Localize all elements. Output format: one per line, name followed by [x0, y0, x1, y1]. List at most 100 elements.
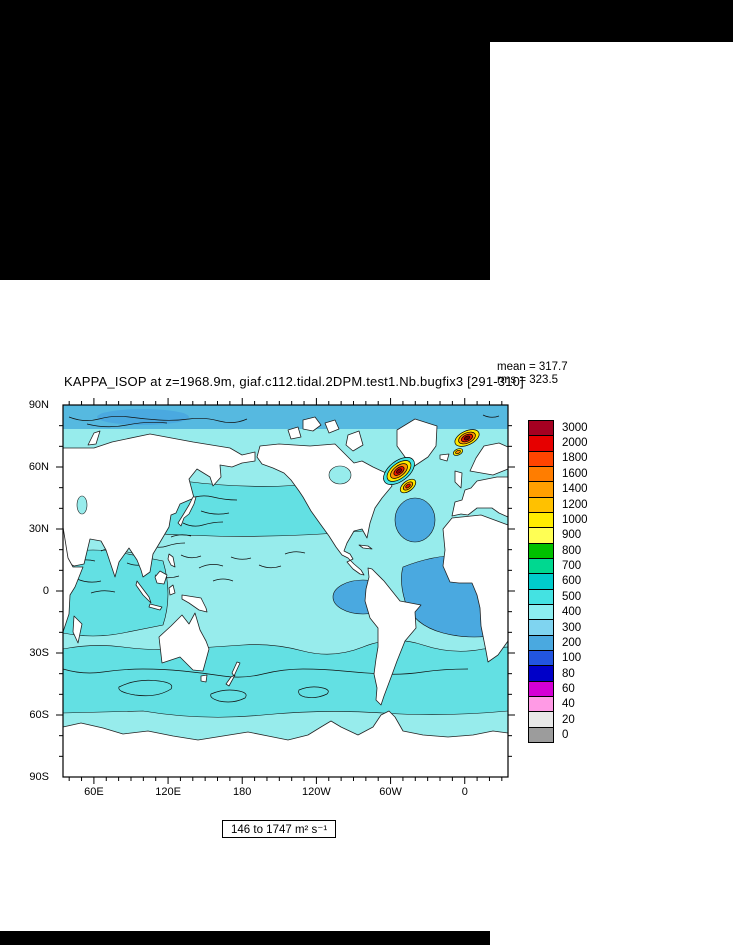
colorbar-swatch: [528, 573, 554, 590]
new-guinea: [181, 594, 208, 613]
y-axis-tick-label: 30N: [28, 523, 49, 535]
philippines: [167, 553, 176, 568]
colorbar-label: 100: [562, 652, 582, 665]
colorbar-swatch: [528, 619, 554, 636]
y-axis-labels: 90N 60N 30N 0 30S 60S 90S: [0, 399, 57, 783]
colorbar: 3000 2000 1800 1600 1400 1200 1000 900 800 700 600…: [528, 420, 638, 743]
colorbar-label: 300: [562, 621, 582, 634]
hudson-bay: [328, 465, 352, 485]
colorbar-label: 700: [562, 560, 582, 573]
antarctica: [62, 710, 509, 778]
colorbar-label: 400: [562, 606, 582, 619]
stat-rms: rms = 323.5: [497, 374, 559, 386]
x-axis-tick-label: 120E: [155, 786, 181, 798]
novaya-zemlya: [87, 430, 101, 446]
colorbar-swatch: [528, 450, 554, 467]
arctic-islands: [287, 416, 364, 452]
colorbar-label: 0: [562, 729, 569, 742]
colorbar-label: 40: [562, 698, 575, 711]
north-america: [256, 443, 393, 576]
colorbar-swatch: [528, 465, 554, 483]
japan: [177, 496, 197, 527]
sumatra: [135, 580, 152, 604]
africa-east: [62, 526, 84, 633]
letterbox-left: [0, 42, 490, 280]
iceland: [439, 453, 450, 462]
value-range-label: 146 to 1747 m² s⁻¹: [222, 820, 337, 838]
colorbar-swatch: [528, 496, 554, 513]
colorbar-swatch: [528, 726, 554, 743]
colorbar-swatch: [528, 695, 554, 713]
y-axis-tick-label: 90N: [28, 399, 49, 411]
colorbar-swatch: [528, 603, 554, 621]
java: [148, 603, 163, 611]
x-axis-tick-label: 0: [461, 786, 468, 798]
caspian-sea: [76, 495, 88, 515]
x-axis-tick-label: 180: [233, 786, 252, 798]
plot-title: KAPPA_ISOP at z=1968.9m, giaf.c112.tidal…: [64, 374, 524, 389]
colorbar-swatch: [528, 711, 554, 728]
letterbox-top: [0, 0, 733, 42]
europe: [451, 476, 509, 518]
madagascar: [72, 615, 83, 644]
tasmania: [200, 674, 208, 683]
axis-ticks: [56, 398, 515, 784]
colorbar-label: 20: [562, 713, 575, 726]
colorbar-label: 1000: [562, 513, 588, 526]
colorbar-swatch: [528, 649, 554, 667]
colorbar-swatches: [528, 420, 554, 743]
x-axis-tick-label: 60E: [84, 786, 104, 798]
colorbar-swatch: [528, 481, 554, 498]
colorbar-label: 3000: [562, 421, 588, 434]
colorbar-label: 1600: [562, 467, 588, 480]
colorbar-label: 1200: [562, 498, 588, 511]
cuba: [358, 544, 373, 550]
colorbar-swatch: [528, 634, 554, 651]
colorbar-swatch: [528, 542, 554, 559]
africa-west: [442, 514, 509, 663]
colorbar-swatch: [528, 665, 554, 682]
y-axis-tick-label: 60N: [28, 461, 49, 473]
south-america: [364, 567, 422, 706]
y-axis-tick-label: 0: [42, 585, 49, 597]
colorbar-swatch: [528, 527, 554, 544]
y-axis-tick-label: 30S: [29, 647, 49, 659]
colorbar-label: 1800: [562, 452, 588, 465]
colorbar-label: 600: [562, 575, 582, 588]
scandinavia: [469, 442, 509, 476]
sulawesi: [168, 584, 176, 596]
borneo: [154, 570, 168, 585]
x-axis-tick-label: 120W: [302, 786, 331, 798]
colorbar-label: 1400: [562, 483, 588, 496]
stat-mean: mean = 317.7: [497, 361, 568, 373]
eurasia: [62, 433, 256, 578]
new-zealand: [225, 661, 241, 687]
british-isles: [454, 470, 463, 489]
colorbar-label: 500: [562, 590, 582, 603]
colorbar-swatch: [528, 557, 554, 575]
colorbar-label: 60: [562, 683, 575, 696]
high-diffusivity-spots: [383, 429, 480, 494]
y-axis-tick-label: 60S: [29, 709, 49, 721]
greenland: [396, 418, 438, 468]
colorbar-swatch: [528, 511, 554, 529]
australia: [158, 612, 210, 672]
lakes: [76, 465, 352, 515]
colorbar-label: 2000: [562, 437, 588, 450]
x-axis-labels: 60E 120E 180 120W 60W 0: [63, 786, 508, 802]
colorbar-label: 200: [562, 636, 582, 649]
colorbar-swatch: [528, 588, 554, 605]
colorbar-label: 80: [562, 667, 575, 680]
colorbar-label: 800: [562, 544, 582, 557]
landmasses: [62, 416, 509, 778]
x-axis-tick-label: 60W: [379, 786, 402, 798]
y-axis-tick-label: 90S: [29, 771, 49, 783]
colorbar-swatch: [528, 435, 554, 452]
colorbar-label: 900: [562, 529, 582, 542]
world-map-plot: [56, 398, 515, 784]
letterbox-bottom: [0, 931, 490, 945]
colorbar-swatch: [528, 420, 554, 437]
colorbar-swatch: [528, 680, 554, 697]
colorbar-labels: 3000 2000 1800 1600 1400 1200 1000 900 800 700 600…: [562, 420, 638, 743]
